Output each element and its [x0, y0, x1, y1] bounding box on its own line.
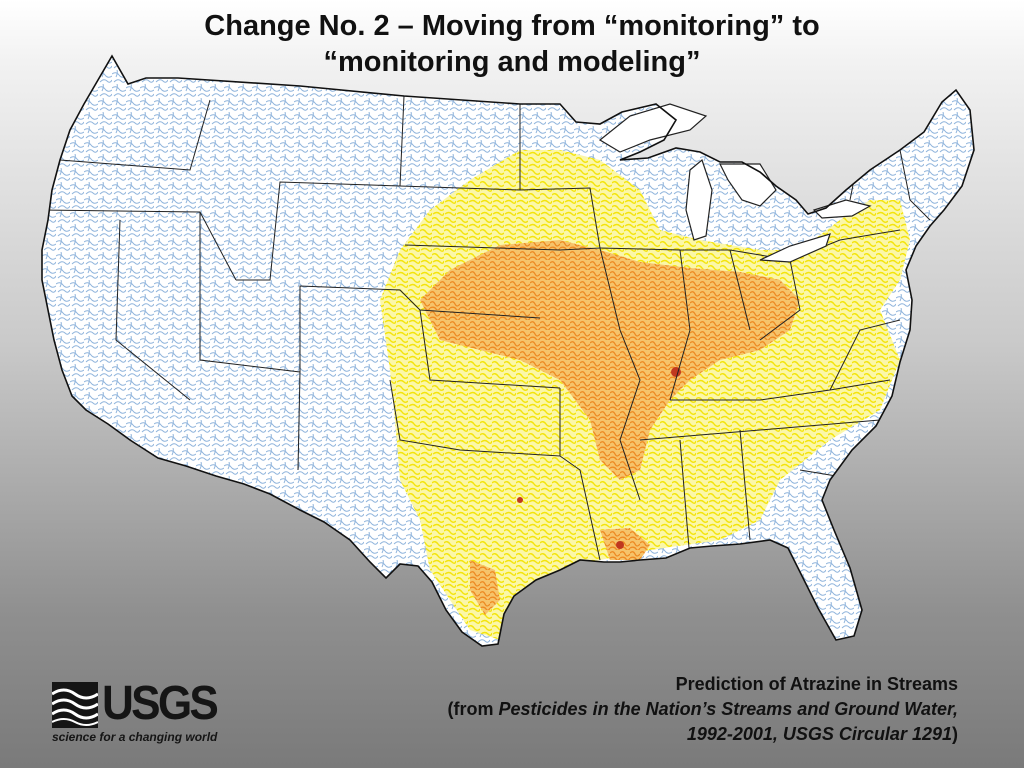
- highest-concentration-spot: [517, 497, 523, 503]
- usgs-logo-tagline: science for a changing world: [52, 730, 218, 744]
- slide-title: Change No. 2 – Moving from “monitoring” …: [0, 8, 1024, 80]
- great-lakes: [598, 103, 872, 263]
- caption-line-3: 1992-2001, USGS Circular 1291): [448, 722, 958, 747]
- lake-michigan: [685, 158, 713, 241]
- caption-publication-series: 1992-2001, USGS Circular 1291: [686, 724, 952, 744]
- highest-concentration-spot: [616, 541, 624, 549]
- slide-title-line-1: Change No. 2 – Moving from “monitoring” …: [204, 10, 820, 42]
- lake-superior: [598, 103, 708, 153]
- lake-erie: [759, 233, 831, 263]
- state-boundaries: [42, 95, 931, 561]
- lake-ontario: [812, 199, 872, 219]
- slide-title-line-2: “monitoring and modeling”: [323, 46, 701, 78]
- high-concentration-texas-coast: [470, 560, 500, 615]
- caption-prefix: (from: [447, 699, 499, 719]
- high-concentration-louisiana: [600, 528, 650, 560]
- caption-line-2: (from Pesticides in the Nation’s Streams…: [448, 697, 958, 722]
- caption-suffix: ): [952, 724, 958, 744]
- usgs-logo-wordmark: USGS: [102, 677, 219, 730]
- caption-publication-title: Pesticides in the Nation’s Streams and G…: [498, 699, 958, 719]
- usgs-logo: USGS science for a changing world: [52, 677, 232, 746]
- caption-line-1: Prediction of Atrazine in Streams: [675, 674, 958, 694]
- high-concentration-zone: [420, 240, 800, 480]
- usgs-wave-icon: [52, 682, 98, 728]
- map-caption: Prediction of Atrazine in Streams (from …: [448, 672, 958, 747]
